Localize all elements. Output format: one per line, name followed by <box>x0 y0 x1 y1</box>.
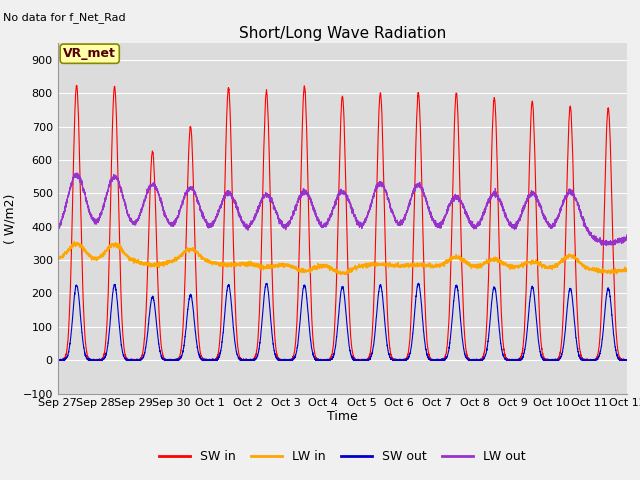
Text: VR_met: VR_met <box>63 47 116 60</box>
SW out <box>321 357 329 363</box>
X-axis label: Time: Time <box>327 410 358 423</box>
LW in <box>623 267 630 273</box>
SW out <box>439 357 447 363</box>
LW out <box>439 220 447 226</box>
LW in <box>470 262 478 268</box>
Line: SW in: SW in <box>58 85 627 360</box>
SW in <box>54 357 61 363</box>
Line: LW in: LW in <box>58 241 627 275</box>
Y-axis label: ( W/m2): ( W/m2) <box>4 193 17 243</box>
LW in <box>321 263 329 269</box>
LW out <box>602 243 610 249</box>
SW in <box>623 357 631 362</box>
SW out <box>623 357 631 362</box>
LW out <box>623 235 630 241</box>
SW out <box>54 357 61 363</box>
Line: LW out: LW out <box>58 173 627 246</box>
SW in <box>322 357 330 363</box>
LW in <box>503 263 511 269</box>
Legend: SW in, LW in, SW out, LW out: SW in, LW in, SW out, LW out <box>154 445 531 468</box>
LW in <box>70 239 78 244</box>
LW out <box>623 235 631 240</box>
LW out <box>72 170 80 176</box>
SW in <box>470 357 478 363</box>
Text: No data for f_Net_Rad: No data for f_Net_Rad <box>3 12 126 23</box>
LW out <box>54 228 61 233</box>
Title: Short/Long Wave Radiation: Short/Long Wave Radiation <box>239 25 446 41</box>
SW out <box>623 357 630 363</box>
SW out <box>415 280 422 286</box>
LW out <box>502 214 510 220</box>
LW out <box>156 198 164 204</box>
LW out <box>321 223 329 229</box>
Line: SW out: SW out <box>58 283 627 360</box>
SW out <box>470 357 478 363</box>
LW in <box>623 268 631 274</box>
SW in <box>503 356 511 361</box>
SW in <box>73 83 81 88</box>
LW out <box>470 223 478 228</box>
SW in <box>54 357 61 362</box>
SW in <box>439 357 447 363</box>
LW in <box>337 272 345 277</box>
LW in <box>439 263 447 268</box>
SW in <box>156 330 164 336</box>
SW out <box>502 357 510 363</box>
SW in <box>623 357 630 363</box>
LW in <box>156 260 164 266</box>
LW in <box>54 256 61 262</box>
SW out <box>156 348 164 354</box>
